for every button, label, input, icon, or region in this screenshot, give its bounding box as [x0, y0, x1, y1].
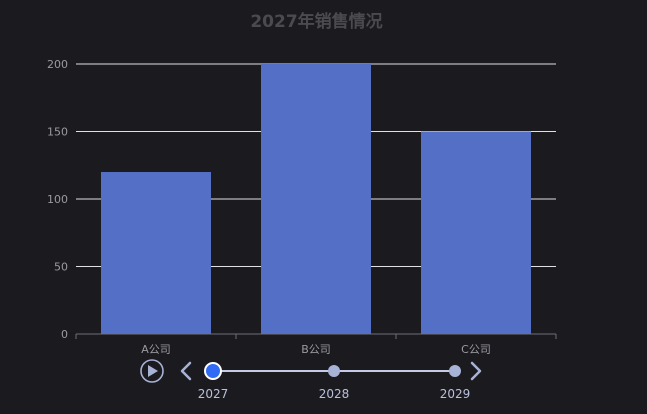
timeline[interactable]: 2027 2028 2029: [140, 359, 482, 401]
play-icon-triangle[interactable]: [148, 365, 158, 377]
timeline-label[interactable]: 2027: [198, 387, 229, 401]
x-tick-label: C公司: [461, 343, 491, 356]
bar[interactable]: [101, 172, 211, 334]
timeline-point[interactable]: [449, 365, 461, 377]
play-icon-ring[interactable]: [140, 359, 164, 383]
bar[interactable]: [421, 131, 531, 335]
y-tick-label: 200: [47, 58, 68, 71]
chevron-left-icon[interactable]: [180, 361, 192, 381]
bar-layer: [101, 64, 531, 334]
y-tick-label: 50: [54, 261, 68, 274]
chart-title: 2027年销售情况: [250, 12, 383, 32]
x-tick-label: A公司: [141, 343, 171, 356]
chevron-right-icon[interactable]: [470, 361, 482, 381]
play-icon[interactable]: [140, 359, 164, 383]
timeline-current-point[interactable]: [204, 362, 222, 380]
axis-layer: 0 50 100 150 200 A公司 B公司 C公司: [47, 58, 557, 356]
bar[interactable]: [261, 64, 371, 334]
y-tick-label: 0: [61, 328, 68, 341]
timeline-label[interactable]: 2029: [440, 387, 471, 401]
y-tick-label: 100: [47, 193, 68, 206]
timeline-point[interactable]: [328, 365, 340, 377]
y-tick-label: 150: [47, 126, 68, 139]
x-tick-label: B公司: [301, 343, 331, 356]
timeline-label[interactable]: 2028: [319, 387, 350, 401]
